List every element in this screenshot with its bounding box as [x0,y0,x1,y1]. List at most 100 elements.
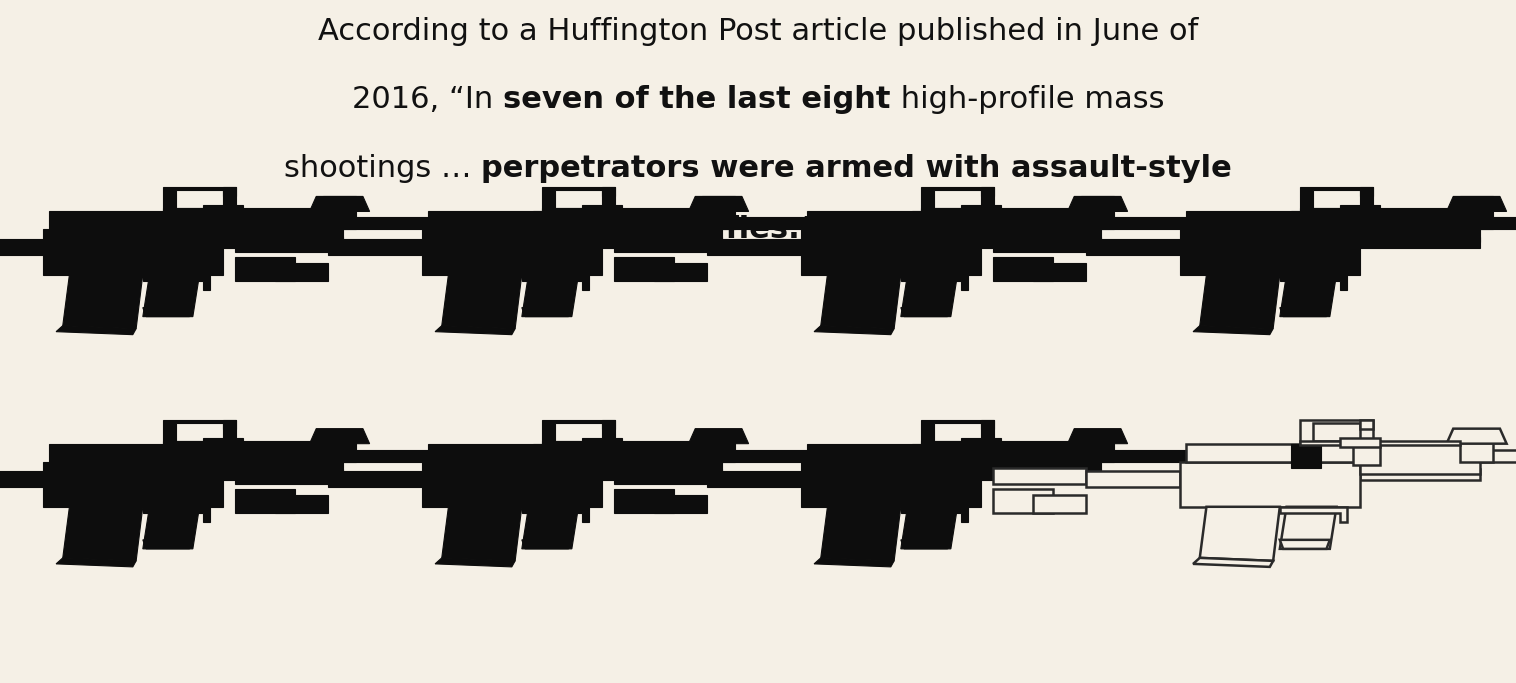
Polygon shape [1179,462,1360,507]
Polygon shape [602,469,722,479]
Polygon shape [522,540,572,549]
Polygon shape [993,236,1087,252]
Polygon shape [50,444,343,462]
Polygon shape [981,419,994,429]
Polygon shape [614,489,675,513]
Polygon shape [582,206,622,214]
Polygon shape [143,275,209,290]
Polygon shape [1193,326,1273,335]
Polygon shape [0,238,42,255]
Polygon shape [708,238,800,255]
Polygon shape [329,471,421,487]
Polygon shape [42,229,223,275]
Polygon shape [934,191,981,208]
Text: rifles.: rifles. [700,215,800,244]
Polygon shape [555,423,602,441]
Polygon shape [309,429,370,444]
Polygon shape [223,237,343,247]
Polygon shape [981,444,1101,474]
Polygon shape [421,229,602,275]
Polygon shape [274,262,329,281]
Polygon shape [981,237,1101,247]
Polygon shape [820,275,901,329]
Polygon shape [235,468,329,484]
Polygon shape [981,212,1101,242]
Polygon shape [596,441,622,464]
Polygon shape [614,257,675,281]
Polygon shape [814,326,894,335]
Polygon shape [1299,187,1373,212]
Polygon shape [602,237,722,247]
Polygon shape [42,462,223,507]
Polygon shape [800,462,981,507]
Polygon shape [920,187,994,212]
Polygon shape [1446,429,1507,444]
Polygon shape [1360,469,1480,479]
Polygon shape [920,441,1081,445]
Polygon shape [1032,262,1087,281]
Polygon shape [522,275,579,317]
Polygon shape [541,419,615,444]
Polygon shape [808,212,1101,229]
Polygon shape [901,275,958,317]
Polygon shape [1067,197,1128,212]
Polygon shape [235,489,296,513]
Polygon shape [143,507,200,549]
Polygon shape [981,469,1101,479]
Polygon shape [162,441,323,445]
Polygon shape [1299,441,1460,445]
Polygon shape [421,462,602,507]
Polygon shape [56,558,136,567]
Polygon shape [534,444,562,468]
Polygon shape [1280,275,1346,290]
Polygon shape [808,444,1101,462]
Polygon shape [1187,444,1480,462]
Polygon shape [1313,423,1360,441]
Polygon shape [1280,540,1330,549]
Polygon shape [1280,507,1337,549]
Polygon shape [541,187,615,212]
Polygon shape [1313,191,1360,208]
Polygon shape [1340,438,1380,447]
Polygon shape [1354,208,1380,232]
Polygon shape [541,441,702,445]
Polygon shape [602,212,722,242]
Polygon shape [981,187,994,197]
Polygon shape [1193,558,1273,567]
Polygon shape [1292,444,1320,468]
Polygon shape [162,419,236,444]
Text: ”: ” [800,215,816,244]
Polygon shape [1360,419,1373,429]
Polygon shape [223,444,343,474]
Polygon shape [1354,441,1380,464]
Polygon shape [975,441,1001,464]
Polygon shape [217,441,243,464]
Polygon shape [50,212,343,229]
Polygon shape [323,197,356,229]
Polygon shape [814,558,894,567]
Polygon shape [223,419,236,429]
Polygon shape [653,262,708,281]
Polygon shape [329,238,421,255]
Polygon shape [1292,212,1320,236]
Polygon shape [343,449,550,462]
Polygon shape [596,208,622,232]
Polygon shape [1299,208,1460,213]
Polygon shape [582,438,622,447]
Polygon shape [534,212,562,236]
Polygon shape [235,236,329,252]
Polygon shape [913,444,941,468]
Polygon shape [343,217,550,229]
Polygon shape [323,429,356,462]
Polygon shape [1179,229,1360,275]
Polygon shape [1480,449,1516,462]
Polygon shape [961,438,1001,447]
Polygon shape [961,206,1001,214]
Polygon shape [203,438,243,447]
Polygon shape [901,507,958,549]
Polygon shape [1087,471,1179,487]
Polygon shape [688,429,749,444]
Polygon shape [653,494,708,513]
Polygon shape [435,558,515,567]
Polygon shape [203,206,243,214]
